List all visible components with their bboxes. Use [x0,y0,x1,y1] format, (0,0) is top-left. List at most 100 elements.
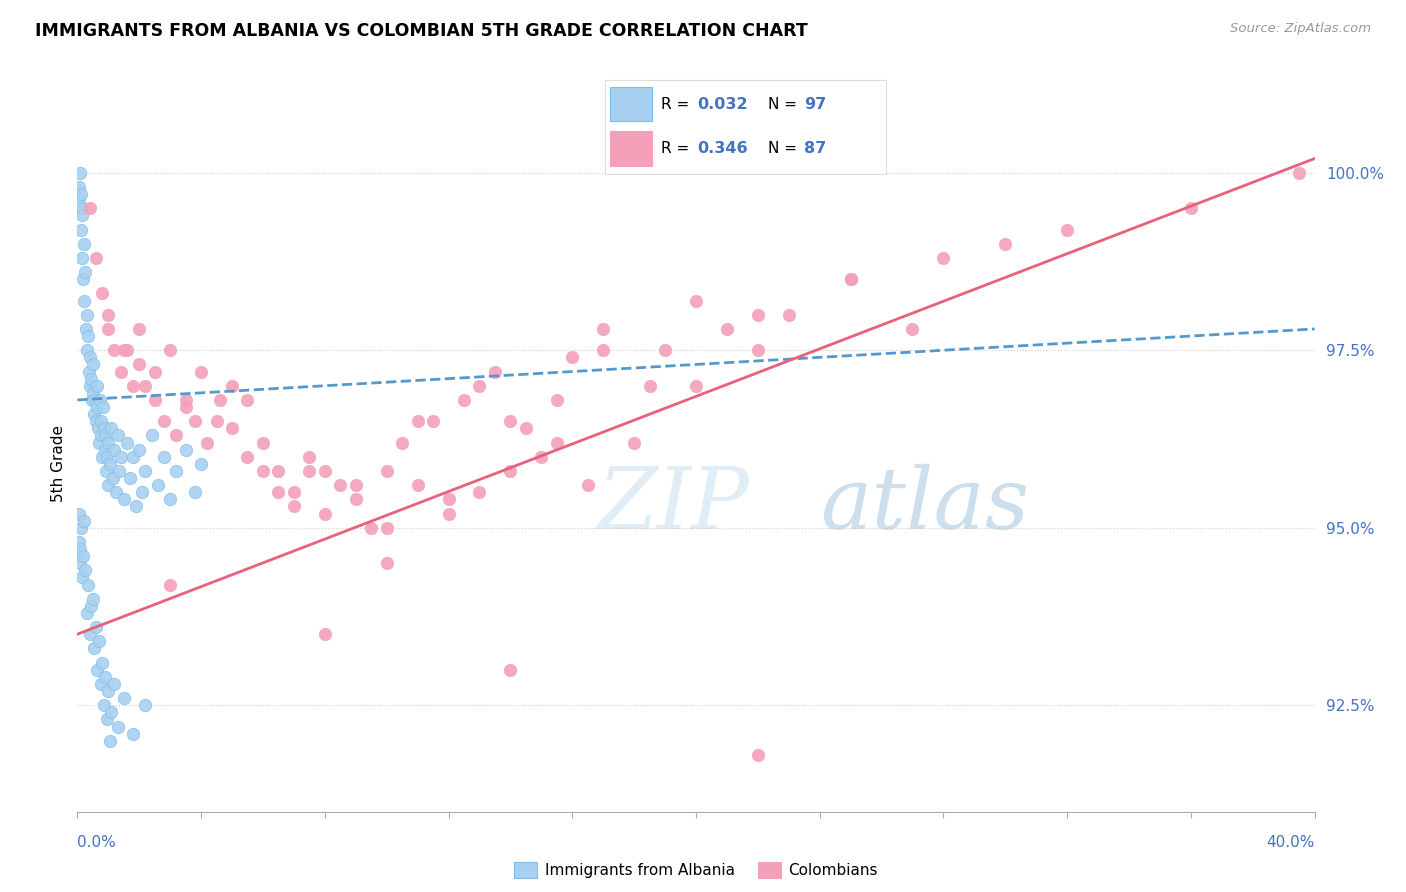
Text: atlas: atlas [820,464,1029,547]
Point [91,656,114,670]
Point [112,492,135,507]
Point [79,627,101,641]
Point [72,514,94,528]
Point [70,251,93,265]
Point [97,435,120,450]
Point [72,549,94,563]
Point [283,485,305,500]
Point [75,322,97,336]
Point [110,365,132,379]
Point [87,435,110,450]
Point [80,371,103,385]
Point [546,435,568,450]
Legend: Immigrants from Albania, Colombians: Immigrants from Albania, Colombians [508,856,884,884]
Point [90,677,111,691]
Point [79,201,101,215]
Point [87,634,110,648]
Point [134,378,156,392]
Point [122,378,145,392]
Point [1288,166,1310,180]
Point [221,378,243,392]
Point [638,378,661,392]
Point [77,365,100,379]
Point [174,392,197,407]
Point [252,435,274,450]
Point [208,392,231,407]
Point [314,627,336,641]
Point [195,435,218,450]
Point [153,450,176,464]
Point [86,663,108,677]
Point [70,208,93,222]
Text: 97: 97 [804,96,827,112]
Point [100,706,122,720]
Point [82,358,104,372]
Point [90,414,112,428]
Point [314,464,336,478]
Point [84,414,107,428]
Point [73,293,96,308]
Text: R =: R = [661,141,695,156]
Point [685,293,707,308]
Point [221,421,243,435]
Point [592,322,614,336]
Point [107,428,129,442]
Point [184,414,207,428]
Point [128,442,150,457]
Point [80,599,103,613]
Point [82,385,104,400]
Point [298,464,321,478]
Point [91,286,114,301]
Point [128,358,150,372]
Text: N =: N = [768,96,801,112]
Point [190,457,212,471]
Point [141,428,163,442]
Point [134,698,156,713]
Point [125,500,148,514]
Point [122,450,145,464]
Point [69,542,91,557]
Point [159,343,181,358]
Text: IMMIGRANTS FROM ALBANIA VS COLOMBIAN 5TH GRADE CORRELATION CHART: IMMIGRANTS FROM ALBANIA VS COLOMBIAN 5TH… [35,22,808,40]
Point [70,521,93,535]
Point [252,464,274,478]
Point [344,492,367,507]
Point [79,351,101,365]
Point [94,670,117,684]
Point [75,563,96,577]
Point [70,222,93,236]
Point [546,392,568,407]
Point [70,570,93,584]
Point [437,507,460,521]
Point [153,414,176,428]
Point [100,421,122,435]
Point [67,180,90,194]
Text: 40.0%: 40.0% [1267,836,1315,850]
Point [134,464,156,478]
Point [103,442,125,457]
Point [105,485,127,500]
Point [298,450,321,464]
Text: R =: R = [661,96,695,112]
Point [70,187,93,202]
Point [93,442,115,457]
Point [143,392,166,407]
Point [82,591,104,606]
Point [112,691,135,706]
Point [103,343,125,358]
Point [190,365,212,379]
Point [499,663,522,677]
Point [101,471,124,485]
Point [83,407,105,421]
Point [75,265,96,279]
Point [84,620,107,634]
Point [97,684,120,698]
Point [86,400,108,414]
Point [97,308,120,322]
Point [747,343,769,358]
Point [103,677,125,691]
Point [654,343,676,358]
Point [94,428,117,442]
Point [131,485,153,500]
Point [932,251,955,265]
